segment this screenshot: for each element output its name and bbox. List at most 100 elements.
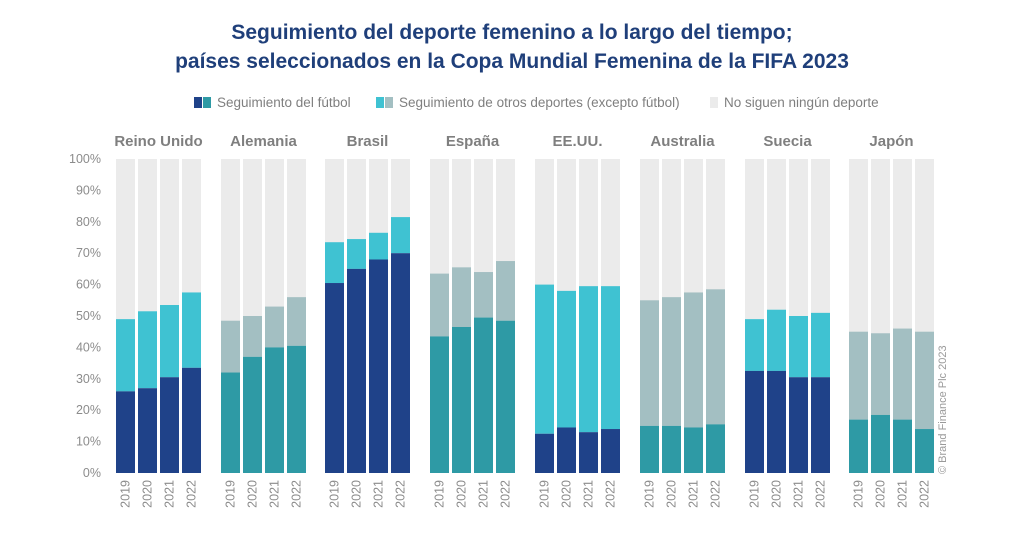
y-tick-label: 50% — [76, 309, 101, 323]
x-tick-year: 2021 — [687, 480, 701, 508]
bar-other-sports — [287, 297, 306, 346]
bar-other-sports — [265, 306, 284, 348]
x-tick-year: 2022 — [918, 480, 932, 508]
bar-other-sports — [116, 319, 135, 392]
bar-other-sports — [767, 309, 786, 371]
country-label: Japón — [869, 133, 913, 150]
country-group: Brasil 2019 2020 2021 2022 — [325, 133, 410, 508]
legend-label: Seguimiento del fútbol — [217, 95, 351, 110]
bar-other-sports — [138, 311, 157, 389]
bar-football — [474, 317, 493, 473]
x-tick-year: 2022 — [709, 480, 723, 508]
y-tick-label: 40% — [76, 340, 101, 354]
country-group: Reino Unido 2019 2020 2021 2022 — [114, 133, 202, 508]
country-group: España 2019 2020 2021 2022 — [430, 133, 515, 508]
bar-football — [116, 391, 135, 473]
x-tick-year: 2021 — [268, 480, 282, 508]
country-label: Brasil — [347, 133, 389, 150]
y-tick-label: 10% — [76, 435, 101, 449]
bar-football — [535, 433, 554, 473]
x-tick-year: 2021 — [372, 480, 386, 508]
bar-other-sports — [745, 319, 764, 371]
x-tick-year: 2021 — [477, 480, 491, 508]
country-label: Australia — [650, 133, 715, 150]
bar-other-sports — [893, 328, 912, 420]
bar-football — [347, 268, 366, 473]
x-tick-year: 2020 — [874, 480, 888, 508]
bar-football — [706, 424, 725, 473]
legend-swatch — [203, 97, 211, 108]
bar-other-sports — [369, 232, 388, 260]
bar-football — [557, 427, 576, 473]
country-label: Suecia — [763, 133, 812, 150]
bar-other-sports — [684, 292, 703, 428]
x-tick-year: 2019 — [328, 480, 342, 508]
bar-other-sports — [640, 300, 659, 426]
country-group: Alemania 2019 2020 2021 2022 — [221, 133, 306, 508]
y-tick-label: 80% — [76, 215, 101, 229]
bar-football — [221, 372, 240, 473]
x-tick-year: 2021 — [792, 480, 806, 508]
x-tick-year: 2019 — [852, 480, 866, 508]
bar-other-sports — [579, 286, 598, 433]
bar-other-sports — [535, 284, 554, 434]
legend-swatch — [194, 97, 202, 108]
x-tick-year: 2020 — [560, 480, 574, 508]
bar-other-sports — [391, 217, 410, 254]
bar-football — [182, 367, 201, 473]
country-label: Alemania — [230, 133, 297, 150]
bar-football — [287, 345, 306, 473]
bar-football — [160, 377, 179, 473]
bar-other-sports — [789, 316, 808, 378]
bar-football — [849, 419, 868, 473]
y-tick-label: 100% — [69, 152, 101, 166]
country-label: EE.UU. — [552, 133, 602, 150]
x-tick-year: 2019 — [538, 480, 552, 508]
x-tick-year: 2022 — [604, 480, 618, 508]
y-tick-label: 30% — [76, 372, 101, 386]
bar-other-sports — [243, 316, 262, 357]
bar-other-sports — [325, 242, 344, 284]
country-label: Reino Unido — [114, 133, 202, 150]
bar-football — [893, 419, 912, 473]
x-tick-year: 2019 — [119, 480, 133, 508]
bar-football — [767, 370, 786, 473]
bar-football — [369, 259, 388, 473]
bar-other-sports — [871, 333, 890, 415]
x-tick-year: 2019 — [643, 480, 657, 508]
bar-football — [391, 253, 410, 473]
y-tick-label: 20% — [76, 403, 101, 417]
x-tick-year: 2021 — [582, 480, 596, 508]
x-tick-year: 2019 — [433, 480, 447, 508]
x-tick-year: 2022 — [499, 480, 513, 508]
bar-other-sports — [474, 272, 493, 318]
x-tick-year: 2019 — [748, 480, 762, 508]
bar-other-sports — [706, 289, 725, 425]
country-group: EE.UU. 2019 2020 2021 2022 — [535, 133, 620, 508]
y-tick-label: 0% — [83, 466, 101, 480]
x-tick-year: 2022 — [185, 480, 199, 508]
bar-other-sports — [347, 239, 366, 269]
bar-football — [430, 336, 449, 473]
bar-football — [640, 425, 659, 473]
bar-football — [915, 429, 934, 473]
x-tick-year: 2021 — [896, 480, 910, 508]
country-groups: Reino Unido 2019 2020 2021 2022 Alemania 2019 2… — [114, 133, 934, 508]
bar-other-sports — [601, 286, 620, 430]
bar-football — [496, 320, 515, 473]
legend-label: Seguimiento de otros deportes (excepto f… — [399, 95, 680, 110]
bar-other-sports — [662, 297, 681, 426]
bar-other-sports — [557, 290, 576, 428]
bar-football — [684, 427, 703, 473]
x-tick-year: 2020 — [665, 480, 679, 508]
bar-other-sports — [849, 331, 868, 420]
x-tick-year: 2020 — [770, 480, 784, 508]
country-group: Japón 2019 2020 2021 2022 — [849, 133, 934, 508]
bar-football — [452, 326, 471, 473]
y-tick-label: 70% — [76, 246, 101, 260]
country-group: Suecia 2019 2020 2021 2022 — [745, 133, 830, 508]
chart-title-line-2: países seleccionados en la Copa Mundial … — [175, 50, 849, 73]
legend: Seguimiento del fútbol Seguimiento de otr… — [194, 95, 879, 110]
y-tick-label: 60% — [76, 278, 101, 292]
